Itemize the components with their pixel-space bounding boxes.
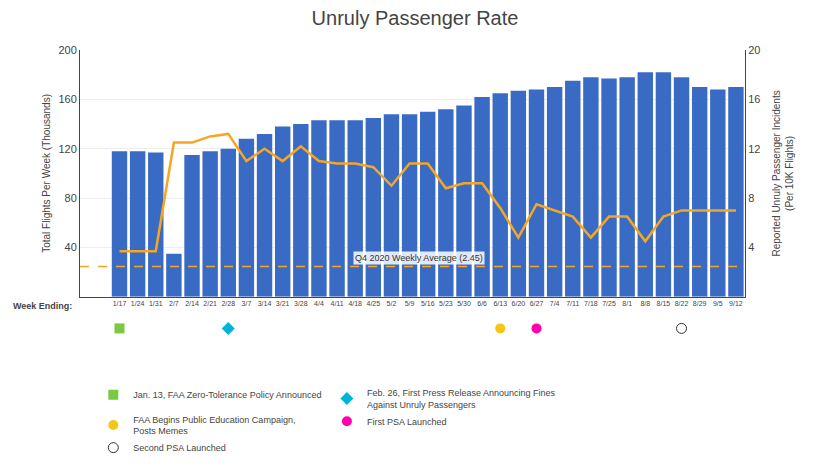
svg-text:7/11: 7/11 [566,300,579,307]
svg-text:120: 120 [58,143,76,155]
svg-text:12: 12 [748,143,760,155]
svg-text:First PSA Launched: First PSA Launched [367,417,447,427]
svg-text:Second PSA Launched: Second PSA Launched [133,443,226,453]
svg-text:7/25: 7/25 [602,300,616,307]
svg-text:20: 20 [748,44,760,56]
svg-text:2/28: 2/28 [221,300,235,307]
svg-text:3/7: 3/7 [242,300,252,307]
svg-text:16: 16 [748,93,760,105]
svg-text:2/14: 2/14 [185,300,199,307]
svg-text:8/22: 8/22 [675,300,689,307]
svg-text:6/13: 6/13 [493,300,507,307]
svg-text:Jan. 13, FAA Zero-Tolerance Po: Jan. 13, FAA Zero-Tolerance Policy Annou… [133,390,321,400]
svg-text:1/17: 1/17 [113,300,127,307]
svg-text:9/5: 9/5 [713,300,723,307]
svg-text:FAA Begins Public Education Ca: FAA Begins Public Education Campaign,Pos… [133,415,295,437]
svg-text:160: 160 [58,93,76,105]
svg-text:Unruly Passenger Rate: Unruly Passenger Rate [312,7,519,29]
svg-text:5/2: 5/2 [387,300,397,307]
svg-text:1/24: 1/24 [131,300,145,307]
svg-text:6/20: 6/20 [512,300,526,307]
svg-text:7/4: 7/4 [550,300,560,307]
svg-text:5/23: 5/23 [439,300,453,307]
svg-text:Total Flights Per Week (Thousa: Total Flights Per Week (Thousands) [41,94,52,253]
svg-text:8/8: 8/8 [640,300,650,307]
svg-text:5/16: 5/16 [421,300,435,307]
svg-text:Reported Unruly Passenger Inci: Reported Unruly Passenger Incidents(Per … [771,90,795,256]
svg-text:6/6: 6/6 [477,300,487,307]
svg-text:1/31: 1/31 [149,300,163,307]
svg-text:200: 200 [58,44,76,56]
svg-text:4: 4 [748,241,754,253]
svg-text:Feb. 26, First Press Release A: Feb. 26, First Press Release Announcing … [367,388,556,410]
svg-text:3/14: 3/14 [258,300,272,307]
svg-text:Week Ending:: Week Ending: [13,301,72,311]
svg-text:9/12: 9/12 [729,300,743,307]
svg-text:4/4: 4/4 [314,300,324,307]
svg-text:Q4 2020 Weekly Average (2.45): Q4 2020 Weekly Average (2.45) [355,253,483,263]
svg-text:4/18: 4/18 [348,300,362,307]
svg-text:8/29: 8/29 [693,300,707,307]
svg-text:40: 40 [65,241,77,253]
svg-text:8/1: 8/1 [622,300,632,307]
svg-text:2/21: 2/21 [203,300,217,307]
svg-text:3/21: 3/21 [276,300,290,307]
svg-text:5/30: 5/30 [457,300,471,307]
svg-text:4/11: 4/11 [331,300,344,307]
svg-text:6/27: 6/27 [530,300,544,307]
svg-text:7/18: 7/18 [584,300,598,307]
svg-text:5/9: 5/9 [405,300,415,307]
svg-text:80: 80 [65,192,77,204]
svg-text:8/15: 8/15 [657,300,671,307]
svg-text:8: 8 [748,192,754,204]
svg-text:3/28: 3/28 [294,300,308,307]
svg-text:2/7: 2/7 [169,300,179,307]
svg-text:4/25: 4/25 [367,300,381,307]
